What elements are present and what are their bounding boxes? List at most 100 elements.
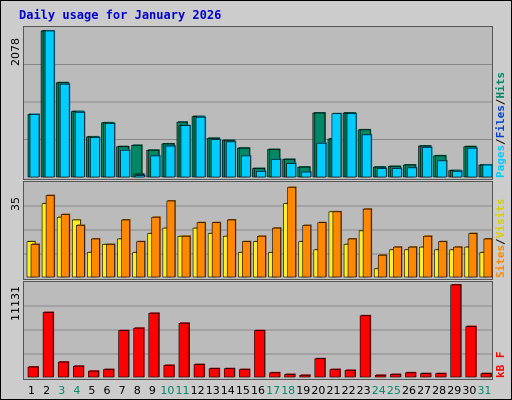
visits-bar [302,224,312,278]
kbytes-bar [57,361,70,378]
x-axis-day-label: 5 [88,384,95,397]
visits-bar [136,240,146,278]
kbytes-bar [359,314,372,378]
pages-bar [210,138,222,178]
x-axis-day-label: 8 [134,384,141,397]
kbytes-bar [329,368,341,378]
x-axis-day-label: 1 [28,384,35,397]
visits-bar [453,246,463,278]
pages-bar [241,154,252,178]
pages-bar [376,167,388,178]
visits-bar [75,224,86,278]
visits-bar [408,246,418,278]
x-axis-day-label: 2 [43,384,50,397]
kbytes-bar [239,368,251,378]
kbytes-bar [133,327,145,378]
kbytes-bar [450,284,462,378]
visits-bar [272,227,282,278]
x-axis-day-label: 29 [447,384,461,397]
pages-bar [392,167,403,178]
pages-bar [437,159,448,178]
visits-bar [468,232,478,278]
x-axis-day-label: 11 [176,384,190,397]
kbytes-bar [72,365,85,378]
visits-bar [106,243,116,278]
visits-bar [91,238,101,278]
pages-bar [467,147,478,178]
kbytes-bar [420,372,432,378]
pages-bar [346,112,358,178]
pages-bar [74,111,86,178]
x-axis-day-label: 30 [462,384,476,397]
x-axis-day-label: 10 [160,384,174,397]
x-axis-day-label: 28 [432,384,446,397]
visits-bar [226,219,237,278]
visits-bar [181,235,191,278]
pages-bar [286,162,297,178]
visits-bar [332,210,342,278]
pages-bar [195,116,207,178]
pages-bar [90,136,101,178]
pages-bar [271,158,282,178]
x-axis-day-label: 12 [191,384,205,397]
kbytes-bar [163,364,175,378]
visits-bar [30,243,40,278]
kbytes-bar [284,373,296,378]
kbytes-bar [254,329,266,378]
x-axis-day-label: 27 [417,384,431,397]
x-axis-day-label: 15 [236,384,250,397]
pages-bar [256,170,267,178]
visits-bar [287,186,297,278]
x-axis-day-label: 4 [73,384,80,397]
visits-bar [196,221,207,278]
pages-bar [452,170,463,178]
x-axis-day-label: 31 [477,384,491,397]
visits-bar [362,208,373,278]
visits-bar [60,213,71,278]
visits-bar [347,238,358,278]
chart-title: Daily usage for January 2026 [19,8,222,22]
pages-bar [135,174,146,178]
x-axis-day-label: 19 [296,384,310,397]
pages-bar [225,140,237,178]
x-axis-day-label: 6 [104,384,111,397]
kbytes-bar [118,329,130,378]
pages-bar [422,146,433,178]
kbytes-bar [208,367,221,378]
x-axis-day-label: 21 [326,384,340,397]
kbytes-bar [435,372,447,378]
kbytes-bar [27,366,39,378]
pages-bar [165,145,176,178]
pages-bar [482,164,493,178]
pages-bar [29,113,40,178]
kbytes-bar [374,374,387,378]
kbytes-bar [103,368,115,378]
x-axis-day-label: 3 [58,384,65,397]
visits-bar [483,238,493,278]
pages-bar [105,122,116,178]
pages-bar [120,149,131,178]
visits-bar [423,235,433,278]
pages-bar [301,171,312,178]
kbytes-bar [42,311,55,378]
hits-bar [131,144,143,178]
x-axis-day-label: 7 [119,384,126,397]
kbytes-bar [344,369,357,378]
x-axis-day-label: 9 [149,384,156,397]
pages-bar [59,83,71,178]
visits-bar [242,240,252,278]
pages-bar [331,112,342,178]
visits-bar [257,235,267,278]
x-axis-day-label: 23 [357,384,371,397]
kbytes-bar [480,372,492,378]
pages-bar [180,124,191,178]
x-axis-day-label: 24 [372,384,386,397]
visits-bar [121,219,131,278]
pages-bar [316,142,327,178]
x-axis-day-label: 14 [221,384,235,397]
x-axis-day-label: 22 [342,384,356,397]
x-axis-day-label: 26 [402,384,416,397]
x-axis-day-label: 16 [251,384,265,397]
